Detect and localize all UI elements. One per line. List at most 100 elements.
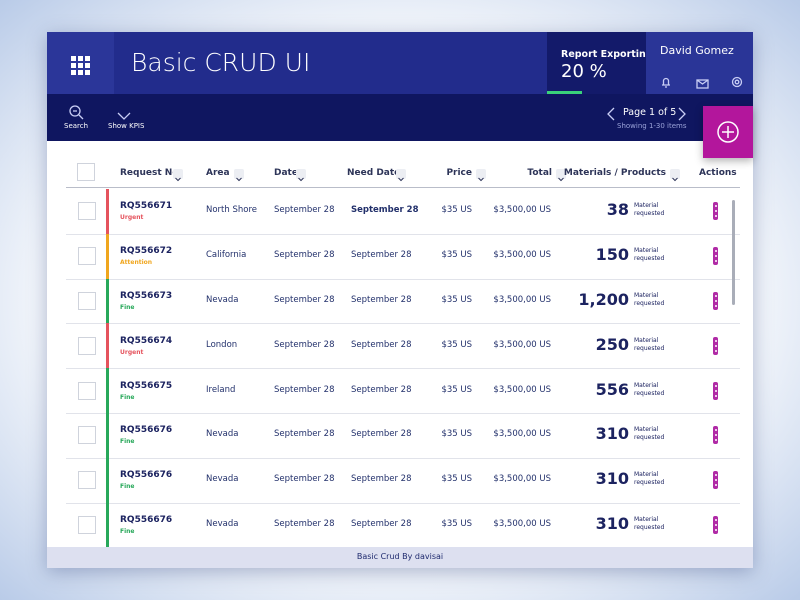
action-dot: [714, 429, 717, 432]
quantity-note: Material requested: [634, 516, 665, 531]
status-bar: [106, 323, 109, 369]
request-number[interactable]: RQ556676: [120, 470, 173, 481]
quantity: 250: [595, 334, 629, 354]
menu-dot: [85, 63, 90, 68]
action-dot: [714, 389, 717, 392]
total: $3,500,00 US: [493, 295, 551, 305]
request-number[interactable]: RQ556676: [120, 425, 173, 436]
action-dot: [714, 250, 717, 253]
area: California: [206, 250, 247, 261]
report-progress: [547, 91, 582, 94]
request-number[interactable]: RQ556674: [120, 335, 173, 346]
row-checkbox[interactable]: [78, 516, 96, 534]
action-dot: [714, 384, 717, 387]
mail-icon[interactable]: [696, 74, 709, 93]
row-checkbox[interactable]: [78, 336, 96, 355]
need-date: September 28: [351, 519, 412, 529]
quantity-note: Material requested: [634, 471, 665, 487]
notification-icon[interactable]: [660, 73, 672, 92]
action-dot: [714, 295, 717, 297]
sort-toggle[interactable]: [234, 169, 244, 182]
status-label: Attention: [120, 259, 153, 267]
need-date: September 28: [351, 474, 412, 485]
action-dot: [714, 260, 717, 263]
footer-text: Basic Crud By davisai: [356, 552, 444, 561]
kpi-label[interactable]: Show KPIS: [108, 122, 145, 130]
settings-icon[interactable]: [731, 73, 743, 92]
request-number[interactable]: RQ556673: [120, 291, 173, 301]
row-checkbox[interactable]: [78, 471, 96, 490]
request-number[interactable]: RQ556675: [120, 380, 173, 391]
app-title: Basic CRUD UI: [131, 48, 311, 77]
sort-toggle[interactable]: [396, 169, 406, 182]
sort-toggle[interactable]: [296, 169, 306, 182]
menu-dot: [78, 70, 83, 75]
sort-toggle[interactable]: [173, 169, 183, 182]
total: $3,500,00 US: [493, 339, 551, 350]
menu-dot: [78, 56, 83, 61]
column-header[interactable]: Request No.: [120, 168, 182, 178]
column-header[interactable]: Materials / Products: [563, 168, 666, 178]
need-date: September 28: [351, 295, 412, 305]
total: $3,500,00 US: [493, 429, 551, 440]
menu-dot: [71, 56, 76, 61]
quantity-note: Material requested: [634, 336, 665, 352]
footer-bar: [47, 547, 753, 568]
row-divider: [66, 323, 740, 325]
area: Nevada: [206, 429, 239, 440]
request-number[interactable]: RQ556671: [120, 201, 173, 212]
action-dot: [714, 210, 717, 213]
quantity: 310: [595, 514, 629, 533]
sort-toggle[interactable]: [476, 169, 486, 182]
row-divider: [66, 368, 740, 370]
area: Nevada: [206, 519, 239, 529]
column-header[interactable]: Need Date: [347, 168, 401, 178]
need-date: September 28: [351, 339, 412, 350]
action-dot: [714, 300, 717, 302]
row-divider: [66, 457, 740, 459]
column-header[interactable]: Area: [206, 168, 230, 178]
price: $35 US: [441, 429, 472, 440]
header-checkbox[interactable]: [77, 163, 95, 181]
kpi-chevron[interactable]: [117, 106, 131, 125]
action-dot: [714, 529, 717, 531]
request-number[interactable]: RQ556672: [120, 246, 173, 257]
report-value: 20 %: [561, 61, 607, 82]
row-checkbox[interactable]: [78, 292, 96, 310]
date: September 28: [274, 205, 335, 216]
quantity-note: Material requested: [634, 292, 665, 307]
status-bar: [106, 502, 109, 548]
action-dot: [714, 484, 717, 487]
add-button[interactable]: [703, 106, 753, 158]
row-checkbox[interactable]: [78, 381, 96, 400]
action-dot: [714, 439, 717, 442]
status-bar: [106, 278, 109, 324]
status-bar: [106, 189, 109, 234]
search-icon[interactable]: [68, 104, 84, 124]
status-bar: [106, 233, 109, 279]
row-checkbox[interactable]: [78, 247, 96, 266]
sort-toggle[interactable]: [556, 169, 566, 182]
total: $3,500,00 US: [493, 474, 551, 485]
action-dot: [714, 215, 717, 218]
column-header[interactable]: Price: [446, 168, 472, 178]
row-checkbox[interactable]: [78, 202, 96, 221]
next-page[interactable]: [678, 106, 686, 125]
request-number[interactable]: RQ556676: [120, 515, 173, 525]
price: $35 US: [441, 250, 472, 261]
sort-toggle[interactable]: [670, 169, 680, 182]
date: September 28: [274, 250, 335, 261]
prev-page[interactable]: [607, 106, 615, 125]
total: $3,500,00 US: [493, 384, 551, 395]
menu-dot: [71, 70, 76, 75]
status-bar: [106, 413, 109, 458]
action-dot: [714, 434, 717, 437]
column-header[interactable]: Date: [274, 168, 298, 178]
date: September 28: [274, 429, 335, 440]
search-label[interactable]: Search: [64, 122, 89, 130]
need-date: September 28: [351, 205, 419, 216]
column-header[interactable]: Total: [527, 168, 552, 178]
row-checkbox[interactable]: [78, 426, 96, 445]
price: $35 US: [441, 384, 472, 395]
